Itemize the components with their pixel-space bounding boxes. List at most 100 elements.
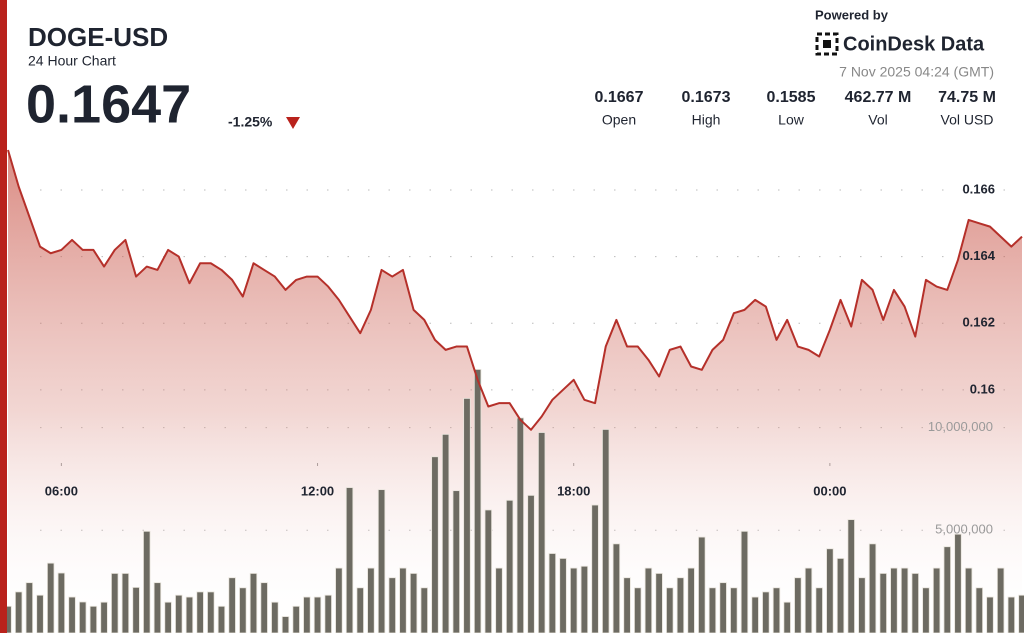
- stat-value: 0.1673: [682, 89, 731, 106]
- stat-value: 0.1667: [595, 89, 644, 106]
- stat-label: Open: [602, 112, 636, 128]
- volume-bar: [900, 567, 909, 633]
- volume-bar: [794, 577, 802, 633]
- volume-bar: [260, 582, 268, 633]
- volume-bar: [313, 596, 322, 633]
- volume-bar: [783, 601, 791, 633]
- volume-bar: [185, 596, 194, 633]
- volume-bar: [441, 433, 450, 633]
- volume-bar: [858, 577, 866, 633]
- volume-bar: [730, 587, 738, 633]
- y-tick-label: 0.162: [962, 315, 995, 330]
- y-tick-label: 0.164: [962, 248, 995, 263]
- volume-bar: [377, 489, 386, 633]
- volume-bar: [484, 509, 493, 633]
- volume-bar: [826, 548, 834, 633]
- volume-bar: [879, 573, 887, 633]
- y2-tick-label: 5,000,000: [935, 522, 993, 537]
- chart-title: DOGE-USD: [28, 22, 168, 52]
- area-layer: [8, 149, 1022, 633]
- change: -1.25%: [228, 114, 273, 130]
- volume-bar: [762, 591, 770, 633]
- volume-bar: [772, 587, 781, 633]
- stat-label: Low: [778, 112, 805, 128]
- volume-bar: [100, 601, 108, 633]
- stat-label: Vol: [868, 112, 887, 128]
- volume-bar: [196, 591, 204, 633]
- volume-bar: [911, 573, 919, 633]
- volume-bar: [399, 567, 407, 633]
- volume-bar: [698, 536, 706, 633]
- volume-bar: [666, 587, 674, 633]
- volume-bar: [751, 596, 759, 633]
- y2-tick-label: 10,000,000: [928, 419, 993, 434]
- volume-bar: [687, 567, 695, 633]
- volume-bar: [516, 417, 525, 633]
- stats: 0.1667 Open 0.1673 High 0.1585 Low 462.77 M Vol…: [595, 89, 996, 127]
- stat-label: High: [692, 112, 721, 128]
- stat-value: 74.75 M: [938, 89, 996, 106]
- volume-bar: [57, 572, 66, 633]
- price-area: [8, 149, 1022, 633]
- volume-bar: [324, 594, 332, 633]
- chart-subtitle: 24 Hour Chart: [28, 53, 116, 69]
- volume-bar: [495, 567, 503, 633]
- volume-bar: [303, 596, 311, 633]
- volume-bar: [836, 558, 845, 633]
- y-tick-label: 0.166: [962, 181, 995, 196]
- volume-bar: [367, 567, 375, 633]
- volume-bars: [4, 369, 1024, 633]
- volume-bar: [111, 573, 119, 633]
- volume-bar: [431, 456, 439, 633]
- line-layer: [7, 149, 1023, 431]
- stat-value: 0.1585: [767, 89, 816, 106]
- price-line: [7, 149, 1023, 431]
- edge-strip: [0, 0, 7, 633]
- volume-bar: [975, 587, 984, 633]
- volume-bar: [954, 533, 962, 633]
- volume-bar: [644, 567, 653, 633]
- powered-by: Powered by: [815, 7, 889, 22]
- volume-bar: [292, 605, 300, 633]
- volume-bar: [25, 582, 34, 633]
- volume-bar: [1007, 596, 1016, 633]
- volume-bar: [335, 567, 343, 633]
- volume-bar: [356, 587, 364, 633]
- y-tick-label: 0.16: [970, 381, 995, 396]
- volume-bar: [345, 487, 354, 633]
- volume-bar: [217, 605, 226, 633]
- tick-labels: 0.16 0.162 0.164 0.166 5,000,000 10,000,000 06…: [45, 181, 996, 536]
- volume-bar: [548, 553, 557, 633]
- volume-bar: [890, 567, 898, 633]
- volume-bar: [207, 591, 215, 633]
- volume-bar: [634, 587, 642, 633]
- volume-bar: [719, 582, 727, 633]
- volume-bar: [623, 577, 631, 633]
- volume-bar: [591, 504, 599, 633]
- volume-bar: [452, 490, 461, 633]
- volume-bar: [527, 494, 535, 633]
- volume-bar: [420, 587, 428, 633]
- volume-bar: [559, 558, 567, 633]
- stat-value: 462.77 M: [845, 89, 912, 106]
- volume-bar: [922, 587, 930, 633]
- down-arrow: [286, 117, 300, 129]
- volume-bar: [569, 567, 578, 633]
- volume-bar: [964, 567, 973, 633]
- x-tick-label: 00:00: [813, 483, 846, 498]
- volume-bar: [249, 573, 258, 633]
- volume-bar: [143, 530, 151, 633]
- volume-bar: [580, 565, 589, 633]
- volume-bar: [505, 499, 514, 633]
- volume-bar: [463, 398, 471, 633]
- volume-bar: [996, 567, 1005, 633]
- x-tick-label: 12:00: [301, 483, 334, 498]
- volume-bar: [46, 562, 55, 633]
- volume-bar: [1018, 594, 1024, 633]
- volume-bar: [676, 577, 685, 633]
- volume-bar: [164, 601, 172, 633]
- volume-bar: [228, 577, 236, 633]
- volume-bar: [815, 587, 823, 633]
- volume-bar: [612, 543, 621, 633]
